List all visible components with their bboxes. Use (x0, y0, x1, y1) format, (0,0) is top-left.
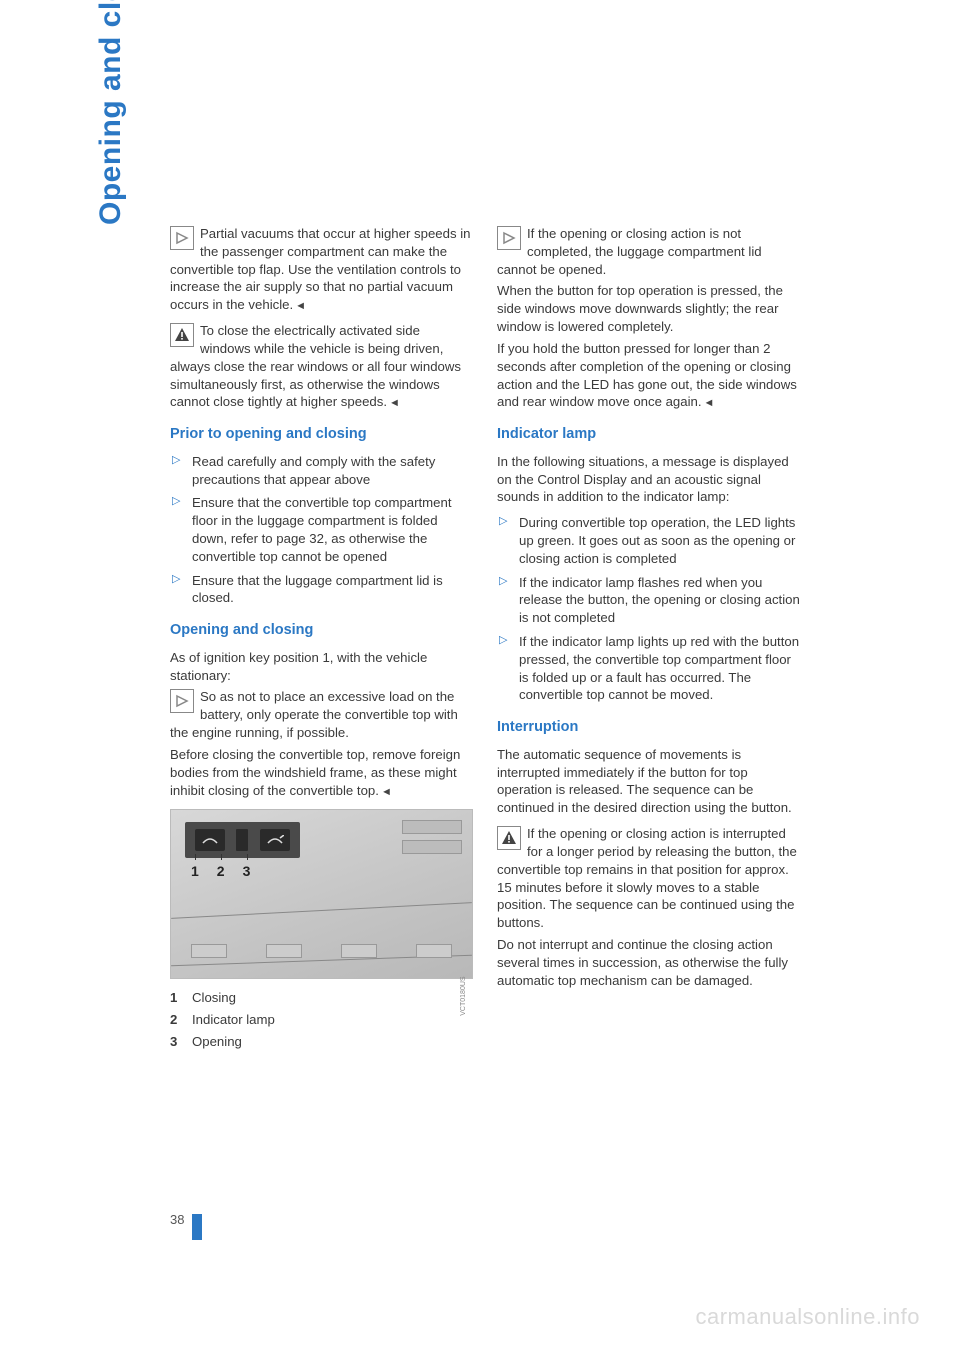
warning-block: If the opening or closing action is inte… (497, 825, 800, 932)
figure-control-icon (191, 944, 227, 958)
prior-list: Read carefully and comply with the safet… (170, 453, 473, 608)
intro-text: As of ignition key position 1, with the … (170, 649, 473, 685)
heading-prior: Prior to opening and closing (170, 425, 473, 445)
heading-opening-closing: Opening and closing (170, 621, 473, 641)
note-text: So as not to place an excessive load on … (170, 689, 458, 740)
note-block: So as not to place an excessive load on … (170, 688, 473, 741)
legend-num: 2 (170, 1011, 192, 1029)
body-text-span: If you hold the button pressed for longe… (497, 341, 797, 409)
list-item: Ensure that the luggage compartment lid … (170, 572, 473, 608)
figure-line (171, 902, 472, 919)
heading-interruption: Interruption (497, 718, 800, 738)
legend-row: 1 Closing (170, 989, 473, 1007)
legend-num: 3 (170, 1033, 192, 1051)
callout-num: 1 (191, 862, 199, 881)
callout-num: 2 (217, 862, 225, 881)
figure-button-panel (185, 822, 300, 858)
note-block: Partial vacuums that occur at higher spe… (170, 225, 473, 314)
watermark: carmanualsonline.info (695, 1304, 920, 1330)
figure-control-icon (266, 944, 302, 958)
list-item: During convertible top operation, the LE… (497, 514, 800, 567)
content-area: Partial vacuums that occur at higher spe… (170, 225, 800, 1055)
warning-block: To close the electrically activated side… (170, 322, 473, 411)
page-tab-marker (192, 1214, 202, 1240)
figure-legend: 1 Closing 2 Indicator lamp 3 Opening (170, 989, 473, 1050)
note-icon (170, 226, 194, 250)
indicator-list: During convertible top operation, the LE… (497, 514, 800, 704)
legend-label: Indicator lamp (192, 1011, 275, 1029)
legend-label: Closing (192, 989, 236, 1007)
body-text: The automatic sequence of movements is i… (497, 746, 800, 817)
figure-vent-icon (402, 840, 462, 854)
list-item: If the indicator lamp flashes red when y… (497, 574, 800, 627)
body-text: In the following situations, a message i… (497, 453, 800, 506)
figure-control-row (171, 944, 472, 958)
list-item: Ensure that the convertible top compartm… (170, 494, 473, 565)
legend-row: 2 Indicator lamp (170, 1011, 473, 1029)
legend-label: Opening (192, 1033, 242, 1051)
note-icon (170, 689, 194, 713)
note-text: Partial vacuums that occur at higher spe… (170, 226, 471, 312)
legend-row: 3 Opening (170, 1033, 473, 1051)
list-item: Read carefully and comply with the safet… (170, 453, 473, 489)
body-text: Before closing the convertible top, remo… (170, 746, 473, 799)
legend-num: 1 (170, 989, 192, 1007)
figure-indicator-icon (236, 829, 248, 851)
body-text: When the button for top operation is pre… (497, 282, 800, 335)
body-text: Do not interrupt and continue the closin… (497, 936, 800, 989)
body-text-span: Before closing the convertible top, remo… (170, 747, 460, 798)
left-column: Partial vacuums that occur at higher spe… (170, 225, 473, 1055)
list-item: If the indicator lamp lights up red with… (497, 633, 800, 704)
end-mark-icon: ◄ (381, 785, 392, 800)
figure-callouts: 1 2 3 (191, 862, 250, 881)
end-mark-icon: ◄ (704, 396, 715, 411)
warning-text: If the opening or closing action is inte… (497, 826, 797, 930)
end-mark-icon: ◄ (295, 299, 306, 314)
warning-text: To close the electrically activated side… (170, 323, 461, 409)
figure-control-icon (416, 944, 452, 958)
figure-credit: VCT0180US (459, 976, 468, 1015)
note-icon (497, 226, 521, 250)
dashboard-figure: 1 2 3 VCT0180US (170, 809, 473, 979)
section-tab: Opening and closing (94, 0, 128, 225)
note-text: If the opening or closing action is not … (497, 226, 762, 277)
page-number-wrap: 38 (170, 1212, 202, 1240)
figure-control-icon (341, 944, 377, 958)
body-text: If you hold the button pressed for longe… (497, 340, 800, 411)
note-block: If the opening or closing action is not … (497, 225, 800, 278)
right-column: If the opening or closing action is not … (497, 225, 800, 1055)
end-mark-icon: ◄ (389, 396, 400, 411)
callout-num: 3 (243, 862, 251, 881)
figure-open-button-icon (260, 829, 290, 851)
warning-icon (170, 323, 194, 347)
warning-icon (497, 826, 521, 850)
heading-indicator-lamp: Indicator lamp (497, 425, 800, 445)
page-number: 38 (170, 1212, 184, 1227)
figure-close-button-icon (195, 829, 225, 851)
page: Opening and closing Partial vacuums that… (0, 0, 960, 1358)
figure-vent-icon (402, 820, 462, 834)
